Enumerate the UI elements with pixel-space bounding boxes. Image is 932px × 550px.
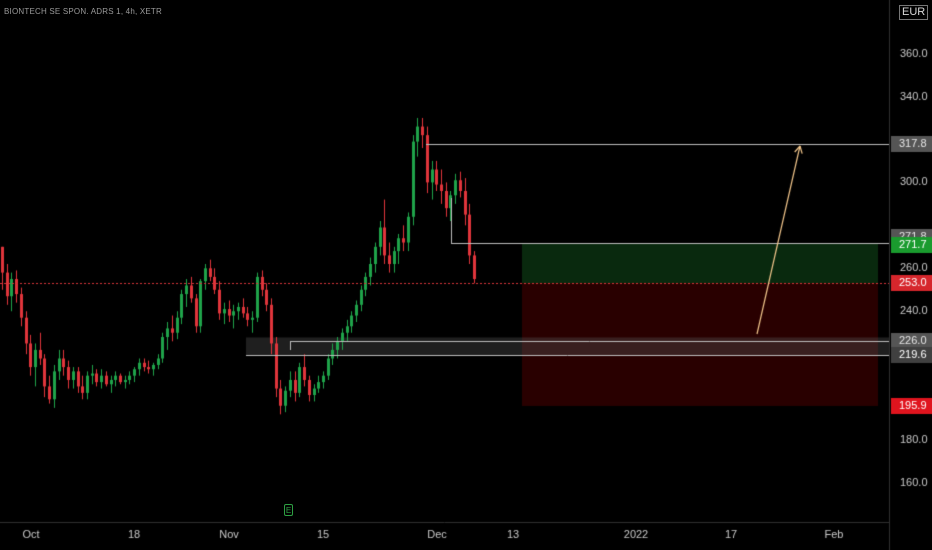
chart-title: BIONTECH SE SPON. ADRS 1, 4h, XETR bbox=[4, 7, 162, 16]
currency-button[interactable]: EUR bbox=[899, 5, 929, 20]
earnings-icon[interactable]: E bbox=[284, 504, 293, 516]
